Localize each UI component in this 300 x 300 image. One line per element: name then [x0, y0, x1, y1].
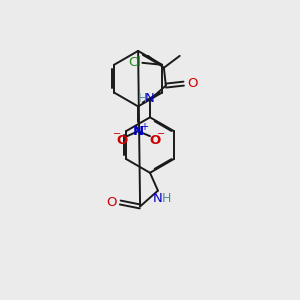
Text: H: H: [162, 192, 172, 205]
Text: −: −: [157, 129, 165, 139]
Text: −: −: [113, 129, 122, 139]
Text: O: O: [188, 77, 198, 90]
Text: H: H: [137, 92, 147, 105]
Text: Cl: Cl: [128, 56, 141, 69]
Text: N: N: [153, 192, 163, 205]
Text: O: O: [106, 196, 117, 209]
Text: O: O: [149, 134, 161, 147]
Text: N: N: [133, 125, 144, 138]
Text: O: O: [117, 134, 128, 147]
Text: N: N: [145, 92, 155, 105]
Text: +: +: [140, 122, 148, 132]
